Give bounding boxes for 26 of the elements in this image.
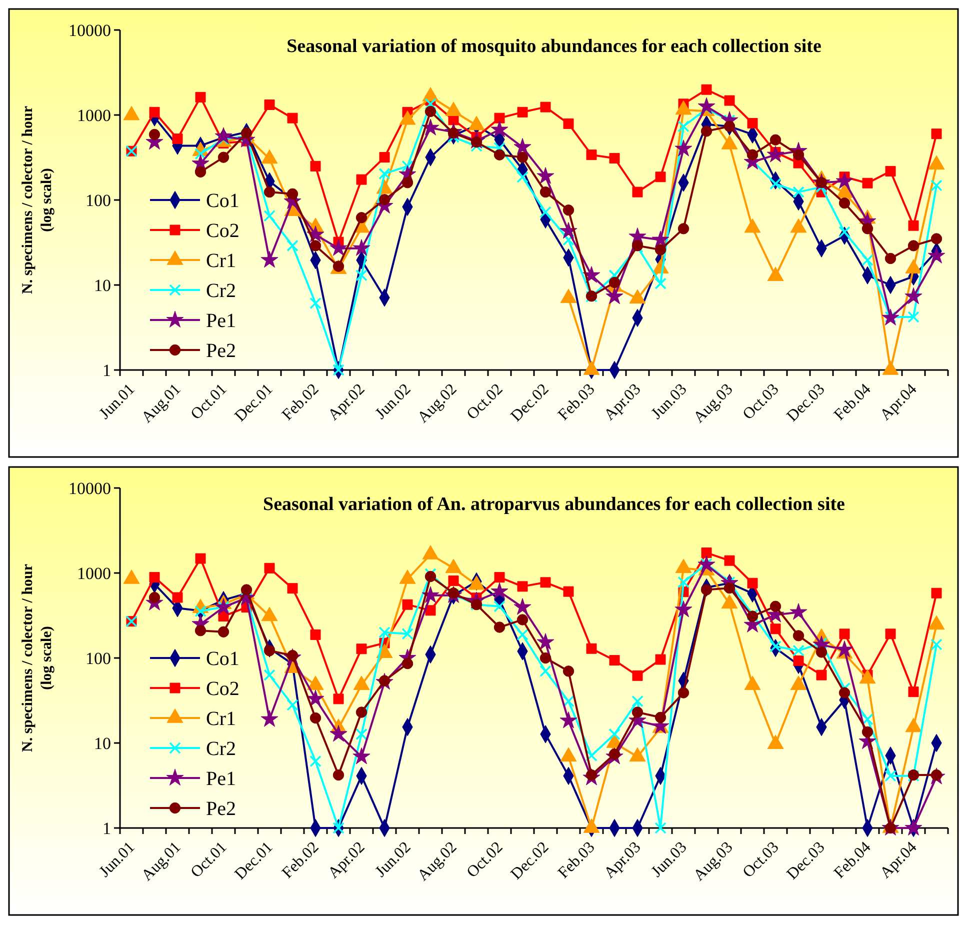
y-tick-label: 10000 (68, 478, 111, 498)
legend-label: Pe2 (206, 340, 236, 362)
legend-label: Pe1 (206, 310, 236, 332)
y-tick-label: 1 (102, 360, 111, 380)
legend-label: Co1 (206, 648, 240, 670)
legend-label: Co2 (206, 678, 240, 700)
y-tick-label: 10 (94, 734, 111, 753)
y-tick-label: 10000 (68, 20, 111, 40)
legend-label: Cr2 (206, 738, 236, 760)
legend-label: Cr1 (206, 708, 236, 730)
y-tick-label: 100 (86, 190, 111, 210)
y-tick-label: 1000 (77, 106, 111, 125)
legend-label: Cr1 (206, 250, 236, 272)
y-axis-title: N. specimens / colector / hour (log scale) (20, 106, 55, 294)
y-tick-label: 10 (94, 276, 111, 295)
legend-label: Pe1 (206, 768, 236, 790)
legend-label: Pe2 (206, 798, 236, 820)
y-axis-title: N. specimens / colector / hour (log scale) (20, 564, 55, 752)
y-tick-label: 1000 (77, 564, 111, 583)
legend-label: Co1 (206, 190, 240, 212)
legend-label: Cr2 (206, 280, 236, 302)
y-tick-label: 1 (102, 818, 111, 838)
chart-title: Seasonal variation of mosquito abundances for each collection site (286, 36, 822, 57)
legend-label: Co2 (206, 220, 240, 242)
chart-title: Seasonal variation of An. atroparvus abundances for each collection site (263, 494, 845, 515)
y-tick-label: 100 (86, 648, 111, 668)
